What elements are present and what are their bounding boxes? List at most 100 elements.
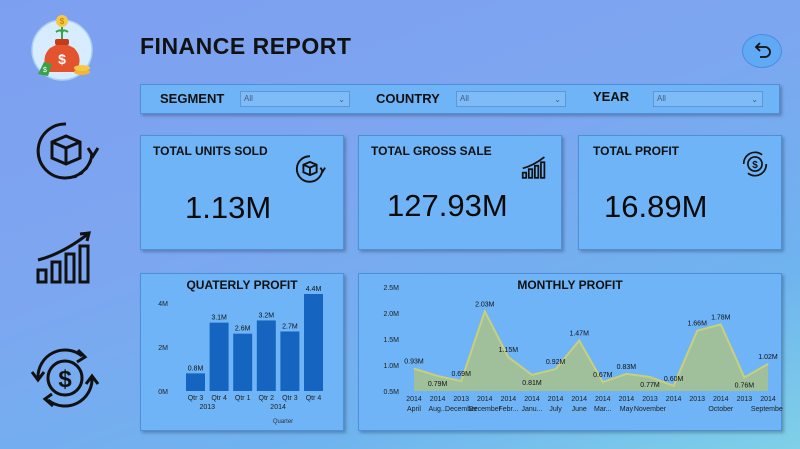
data-label: 0.79M — [428, 381, 448, 388]
bar — [256, 320, 276, 391]
x-tick-year: 2014 — [406, 396, 422, 403]
filter-label-year: YEAR — [593, 89, 630, 104]
quarterly-profit-chart: QUATERLY PROFIT 0M 2M 4M 0.8M Qtr 3 3.1M Qtr 4… — [140, 273, 344, 431]
data-label: 2.6M — [235, 326, 251, 333]
monthly-profit-svg: 0.5M 1.0M 1.5M 2.0M 2.5M 0.93M 2014 April 0.79M 2… — [383, 285, 783, 413]
chevron-down-icon: ⌄ — [338, 95, 345, 104]
country-select[interactable]: All ⌄ — [456, 91, 566, 107]
data-label: 0.92M — [546, 359, 566, 366]
data-point — [484, 310, 486, 312]
data-point — [507, 356, 509, 358]
x-tick-month: Janu... — [521, 406, 542, 413]
data-point — [555, 368, 557, 370]
data-point — [625, 373, 627, 375]
kpi-card-units: TOTAL UNITS SOLD 1.13M — [140, 135, 344, 250]
quarterly-profit-svg: 0M 2M 4M 0.8M Qtr 3 3.1M Qtr 4 2.6M Qtr 1 3.2M Qtr… — [158, 286, 323, 425]
x-tick-month: Mar... — [594, 406, 612, 413]
svg-text:$: $ — [58, 51, 66, 67]
data-point — [767, 363, 769, 365]
kpi-title: TOTAL PROFIT — [593, 144, 679, 158]
bar — [209, 322, 229, 391]
back-button[interactable] — [742, 34, 782, 68]
x-tick-month: September — [751, 406, 783, 413]
kpi-value: 16.89M — [604, 189, 708, 224]
svg-text:$: $ — [752, 160, 758, 171]
y-tick-label: 1.0M — [383, 363, 399, 370]
data-point — [578, 340, 580, 342]
area-line — [413, 308, 769, 388]
kpi-value: 1.13M — [185, 190, 272, 225]
x-tick-year: 2014 — [666, 396, 682, 403]
data-label: 1.78M — [711, 314, 731, 321]
data-label: 0.60M — [664, 376, 684, 383]
x-group-label: 2014 — [270, 404, 286, 411]
data-point — [696, 330, 698, 332]
segment-select-value: All — [244, 94, 253, 103]
money-bag-logo-icon: $ $ $ — [31, 15, 93, 81]
x-tick-year: 2014 — [760, 396, 776, 403]
x-group-label: 2013 — [200, 404, 216, 411]
segment-select[interactable]: All ⌄ — [240, 91, 350, 107]
x-tick-year: 2014 — [619, 396, 635, 403]
data-label: 1.15M — [499, 347, 519, 354]
data-label: 0.67M — [593, 372, 613, 379]
y-tick-label: 4M — [158, 301, 168, 308]
data-point — [649, 376, 651, 378]
x-tick-month: December — [469, 406, 502, 413]
data-label: 4.4M — [306, 286, 322, 293]
growth-chart-icon — [36, 231, 91, 284]
country-select-value: All — [460, 94, 469, 103]
data-point — [673, 385, 675, 387]
y-tick-label: 2.5M — [383, 285, 399, 292]
x-tick-year: 2014 — [430, 396, 446, 403]
kpi-card-gross-sale: TOTAL GROSS SALE 127.93M — [358, 135, 562, 250]
sidebar: $ $ $ $ — [0, 0, 125, 449]
data-label: 3.2M — [259, 312, 275, 319]
x-tick-month: December — [445, 406, 478, 413]
data-point — [437, 375, 439, 377]
x-tick-year: 2013 — [737, 396, 753, 403]
x-tick-year: 2014 — [524, 396, 540, 403]
x-tick-year: 2014 — [501, 396, 517, 403]
dollar-cycle-icon: $ — [30, 348, 100, 408]
data-label: 2.7M — [282, 323, 298, 330]
year-select[interactable]: All ⌄ — [653, 91, 763, 107]
data-label: 1.47M — [569, 331, 589, 338]
kpi-card-profit: TOTAL PROFIT $ 16.89M — [578, 135, 782, 250]
x-tick-month: November — [634, 406, 667, 413]
data-point — [531, 374, 533, 376]
x-tick-month: October — [708, 406, 734, 413]
x-tick-label: Qtr 2 — [259, 395, 275, 402]
data-label: 1.66M — [687, 321, 707, 328]
x-tick-label: Qtr 4 — [211, 395, 227, 402]
data-point — [460, 380, 462, 382]
x-tick-year: 2014 — [713, 396, 729, 403]
data-point — [602, 381, 604, 383]
page-title: FINANCE REPORT — [140, 33, 352, 59]
kpi-title: TOTAL GROSS SALE — [371, 144, 492, 158]
bar — [186, 373, 205, 391]
data-label: 0.8M — [188, 365, 204, 372]
x-tick-label: Qtr 3 — [282, 395, 298, 402]
data-label: 0.76M — [735, 382, 755, 389]
x-tick-month: Febr... — [498, 406, 518, 413]
kpi-title: TOTAL UNITS SOLD — [153, 144, 268, 158]
svg-text:$: $ — [43, 67, 47, 74]
data-point — [720, 323, 722, 325]
x-tick-year: 2013 — [642, 396, 658, 403]
x-tick-year: 2013 — [453, 396, 469, 403]
x-tick-month: Aug... — [428, 406, 446, 413]
data-label: 0.81M — [522, 380, 542, 387]
x-tick-label: Qtr 3 — [188, 395, 204, 402]
x-tick-year: 2014 — [595, 396, 611, 403]
y-tick-label: 2.0M — [383, 311, 399, 318]
x-tick-month: July — [549, 406, 562, 413]
y-tick-label: 2M — [158, 345, 168, 352]
data-point — [413, 368, 415, 370]
x-axis-label: Quarter — [273, 419, 293, 425]
y-tick-label: 1.5M — [383, 337, 399, 344]
svg-text:$: $ — [60, 17, 65, 26]
x-tick-month: June — [572, 406, 587, 413]
x-tick-year: 2014 — [477, 396, 493, 403]
filter-label-segment: SEGMENT — [160, 91, 225, 106]
